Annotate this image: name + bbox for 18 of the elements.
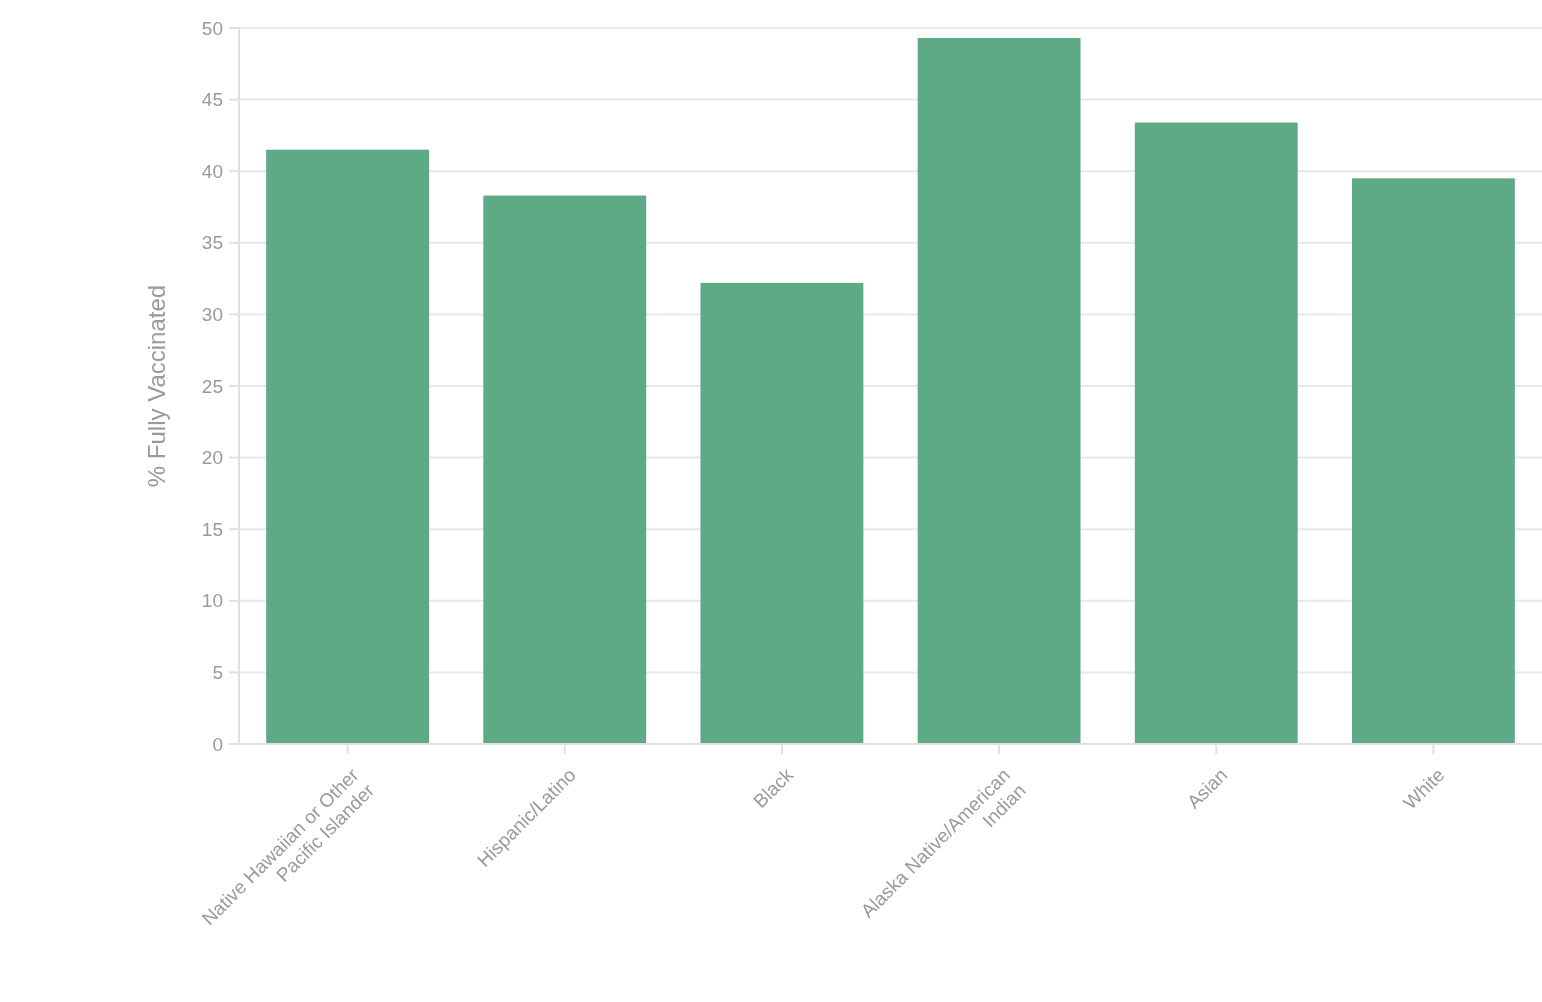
y-tick-label: 25 [201,375,223,397]
y-tick-label: 30 [201,304,223,326]
y-tick-label: 10 [201,590,223,612]
bar [1351,178,1515,744]
bar [917,38,1081,744]
y-tick-label: 35 [201,232,223,254]
y-tick-label: 5 [212,662,223,684]
bar [483,195,647,744]
y-tick-label: 40 [201,160,223,182]
y-axis-title: % Fully Vaccinated [143,284,170,488]
y-tick-label: 50 [201,17,223,39]
y-tick-label: 45 [201,89,223,111]
y-tick-label: 0 [212,733,223,755]
bar [1134,122,1298,744]
y-tick-label: 20 [201,447,223,469]
bar [266,149,430,744]
bar [700,282,864,744]
y-tick-label: 15 [201,518,223,540]
